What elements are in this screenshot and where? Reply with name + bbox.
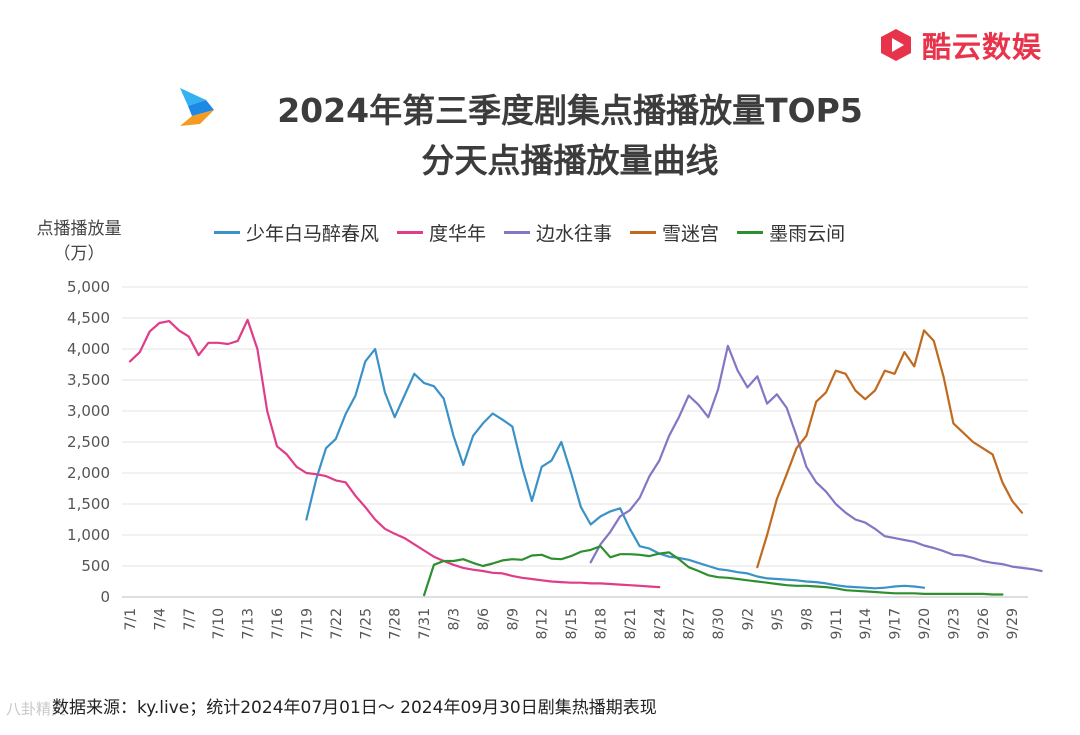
y-axis-label: 点播播放量 （万） [20, 217, 138, 267]
legend-item-4[interactable]: 雪迷宫 [630, 219, 719, 246]
x-tick-label: 7/1 [123, 608, 139, 631]
legend-item-5[interactable]: 墨雨云间 [737, 219, 845, 246]
watermark: 八卦精灵 [6, 700, 67, 718]
legend-label-1: 少年白马醉春风 [246, 223, 380, 245]
x-tick-label: 8/12 [535, 608, 551, 639]
x-tick-label: 8/6 [476, 608, 492, 631]
x-tick-label: 8/3 [446, 608, 462, 631]
y-tick-label: 4,000 [67, 340, 110, 358]
x-tick-label: 9/2 [741, 608, 757, 631]
chart-title-line2: 分天点播播放量曲线 [421, 141, 719, 180]
brand-logo: 酷云数娱 [878, 24, 1042, 66]
x-tick-label: 7/4 [152, 608, 168, 631]
x-tick-label: 8/9 [505, 608, 521, 631]
x-tick-label: 7/31 [417, 608, 433, 639]
y-axis-title: 点播播放量 [36, 219, 122, 239]
x-tick-label: 9/14 [858, 608, 874, 640]
x-tick-label: 9/17 [888, 608, 904, 639]
y-tick-label: 2,000 [67, 464, 110, 482]
y-tick-label: 3,000 [67, 402, 110, 420]
legend-label-2: 度华年 [429, 223, 487, 245]
x-tick-label: 9/11 [829, 608, 845, 639]
x-tick-label: 9/8 [799, 608, 815, 631]
series-line-4 [756, 329, 1024, 569]
legend-item-1[interactable]: 少年白马醉春风 [214, 219, 379, 246]
legend: 少年白马醉春风 度华年 边水往事 雪迷宫 墨雨云间 [214, 219, 863, 246]
y-tick-label: 3,500 [67, 371, 110, 389]
play-logo-icon [881, 29, 911, 61]
x-tick-label: 7/7 [182, 608, 198, 631]
x-tick-label: 8/21 [623, 608, 639, 639]
legend-swatch-5 [737, 231, 764, 234]
x-tick-label: 7/28 [388, 608, 404, 639]
x-tick-label: 8/30 [711, 608, 727, 639]
chart-title: 2024年第三季度剧集点播播放量TOP5 分天点播播放量曲线 [200, 86, 940, 186]
x-tick-label: 7/13 [241, 608, 257, 639]
x-tick-label: 9/29 [1005, 608, 1021, 639]
title-logo-icon [180, 88, 214, 126]
legend-swatch-3 [504, 231, 531, 234]
x-tick-label: 9/23 [946, 608, 962, 639]
y-tick-label: 0 [100, 588, 110, 606]
y-tick-label: 4,500 [67, 309, 110, 327]
series-line-1 [305, 347, 926, 590]
chart-title-line1: 2024年第三季度剧集点播播放量TOP5 [277, 91, 863, 130]
x-tick-label: 7/19 [299, 608, 315, 639]
x-tick-label: 7/22 [329, 608, 345, 639]
series-line-5 [423, 545, 1004, 597]
y-axis-unit: （万） [53, 244, 105, 264]
y-tick-label: 5,000 [67, 278, 110, 296]
legend-label-4: 雪迷宫 [662, 223, 720, 245]
x-tick-label: 8/18 [594, 608, 610, 639]
legend-label-3: 边水往事 [536, 223, 613, 245]
x-tick-label: 7/25 [358, 608, 374, 639]
y-tick-label: 1,500 [67, 495, 110, 513]
legend-item-3[interactable]: 边水往事 [504, 219, 612, 246]
legend-label-5: 墨雨云间 [769, 223, 846, 245]
legend-item-2[interactable]: 度华年 [397, 219, 486, 246]
y-tick-label: 2,500 [67, 433, 110, 451]
x-tick-label: 8/27 [682, 608, 698, 639]
x-tick-label: 7/10 [211, 608, 227, 639]
x-tick-label: 9/26 [976, 608, 992, 640]
x-tick-label: 9/20 [917, 608, 933, 639]
legend-swatch-4 [630, 231, 657, 234]
brand-name: 酷云数娱 [922, 30, 1043, 64]
series-line-2 [128, 318, 661, 589]
x-tick-label: 9/5 [770, 608, 786, 631]
x-tick-label: 8/24 [652, 608, 668, 640]
series-line-3 [589, 344, 1043, 573]
data-source-note: 数据来源：ky.live；统计2024年07月01日～ 2024年09月30日剧… [52, 698, 657, 718]
y-tick-label: 500 [81, 557, 110, 575]
x-tick-label: 8/15 [564, 608, 580, 639]
y-tick-label: 1,000 [67, 526, 110, 544]
legend-swatch-1 [214, 231, 240, 234]
legend-swatch-2 [397, 231, 424, 234]
x-tick-label: 7/16 [270, 608, 286, 640]
